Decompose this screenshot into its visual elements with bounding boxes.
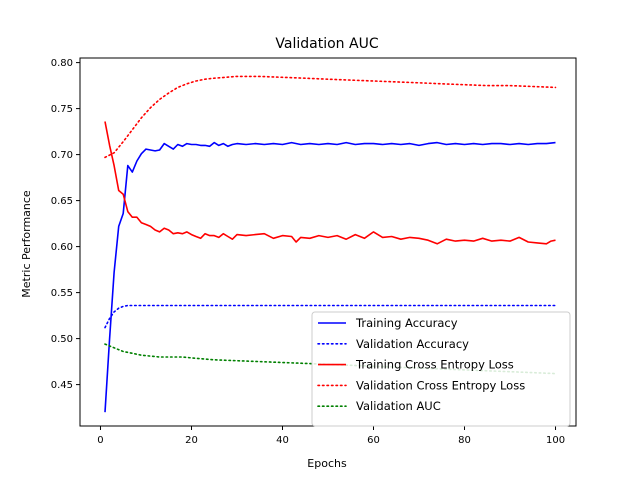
series-line-4 [104,75,557,159]
y-tick-label: 0.55 [51,288,73,299]
legend-label: Validation AUC [356,399,441,413]
y-tick-label: 0.60 [51,242,73,253]
legend-label: Validation Accuracy [356,337,469,351]
series-line-1 [104,141,556,413]
chart-title: Validation AUC [275,36,378,52]
x-tick-label: 100 [546,435,565,446]
legend-label: Validation Cross Entropy Loss [356,378,525,392]
y-axis-title: Metric Performance [20,190,33,298]
x-tick-label: 20 [185,435,198,446]
x-tick-label: 80 [458,435,471,446]
x-axis: 0 20 40 60 80 100 [97,426,565,446]
series-line-3 [104,121,556,245]
x-tick-label: 0 [97,435,103,446]
y-axis: 0.45 0.50 0.55 0.60 0.65 0.70 0.75 0.80 [51,58,80,391]
y-tick-label: 0.70 [51,150,73,161]
x-tick-label: 60 [367,435,380,446]
y-tick-label: 0.80 [51,58,73,69]
legend-box [311,311,571,427]
y-tick-label: 0.45 [51,380,73,391]
y-tick-label: 0.75 [51,104,73,115]
legend: Training Accuracy Validation Accuracy Trai… [311,311,571,427]
legend-label: Training Cross Entropy Loss [355,358,514,372]
legend-label: Training Accuracy [355,316,458,330]
series-line-2 [104,304,557,329]
x-tick-label: 40 [276,435,289,446]
y-tick-label: 0.65 [51,196,73,207]
y-tick-label: 0.50 [51,334,73,345]
x-axis-title: Epochs [307,457,347,470]
